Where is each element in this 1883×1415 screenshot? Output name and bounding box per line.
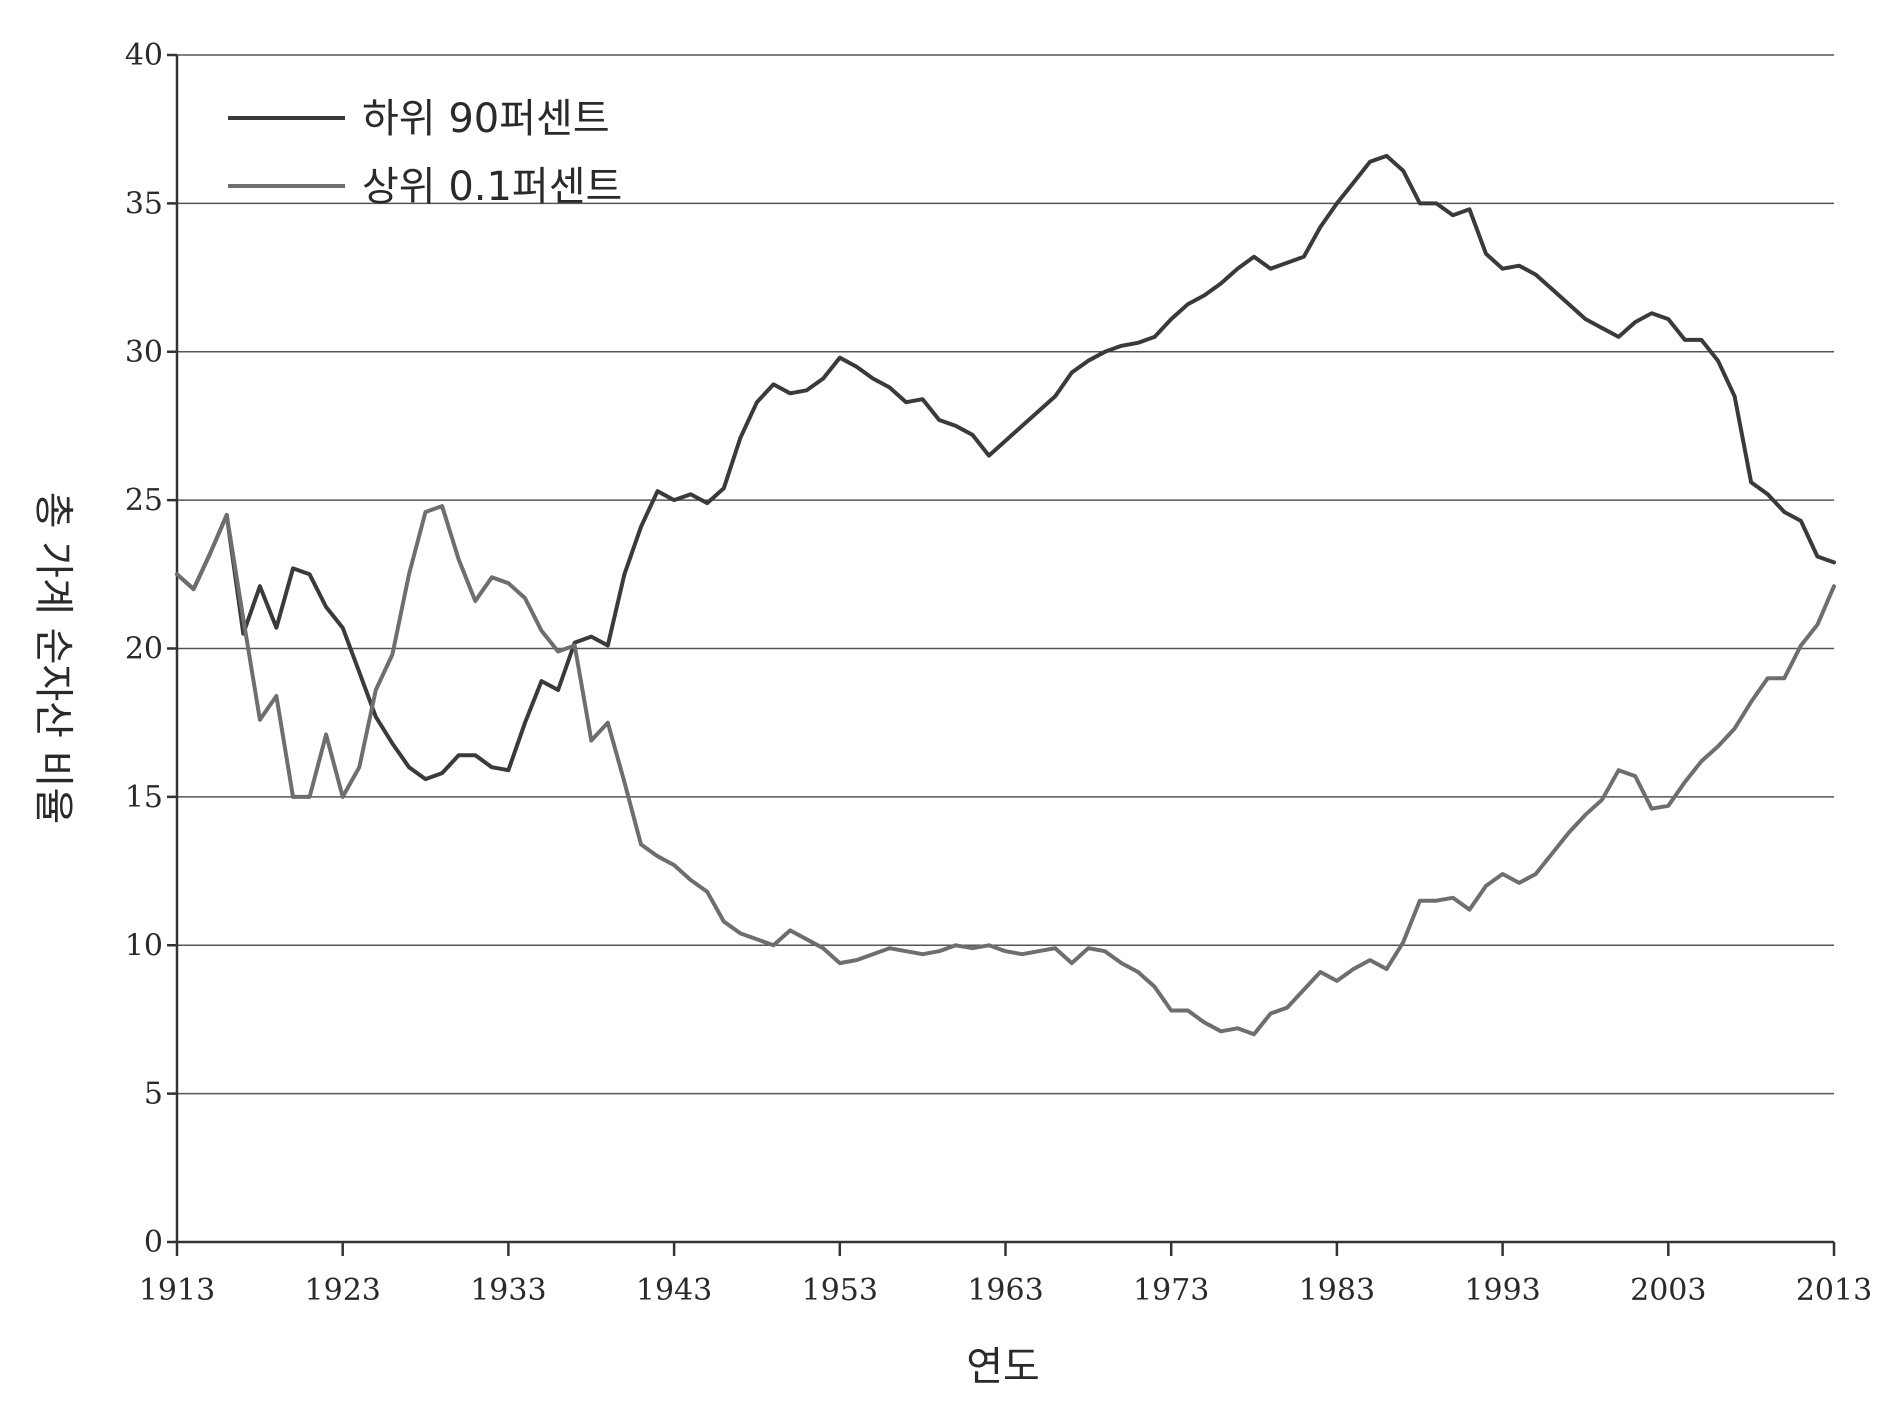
y-tick-label-20: 20 bbox=[125, 632, 163, 667]
x-tick-label-1923: 1923 bbox=[305, 1273, 381, 1308]
y-tick-label-10: 10 bbox=[125, 928, 163, 963]
x-tick-label-2003: 2003 bbox=[1630, 1273, 1706, 1308]
y-ticks: 0 5 10 15 20 25 30 35 40 bbox=[125, 38, 177, 1260]
y-tick-label-0: 0 bbox=[144, 1225, 163, 1260]
x-tick-label-1953: 1953 bbox=[802, 1273, 878, 1308]
series-line-top-0-1 bbox=[175, 504, 1836, 1037]
legend-label-top-0-1: 상위 0.1퍼센트 bbox=[362, 164, 622, 210]
x-tick-label-1993: 1993 bbox=[1464, 1273, 1540, 1308]
series-line-bottom-90 bbox=[175, 153, 1836, 782]
legend: 하위 90퍼센트 상위 0.1퍼센트 bbox=[228, 96, 622, 210]
x-tick-label-1973: 1973 bbox=[1133, 1273, 1209, 1308]
y-tick-label-30: 30 bbox=[125, 335, 163, 370]
x-tick-label-2013: 2013 bbox=[1796, 1273, 1872, 1308]
y-tick-label-15: 15 bbox=[125, 780, 163, 815]
grid-lines bbox=[177, 54, 1834, 1095]
x-ticks: 1913 1923 1933 1943 1953 1963 1973 1983 1993 2003… bbox=[139, 1242, 1872, 1308]
x-tick-label-1943: 1943 bbox=[636, 1273, 712, 1308]
y-tick-label-35: 35 bbox=[125, 186, 163, 221]
y-tick-label-5: 5 bbox=[144, 1077, 163, 1112]
y-tick-label-25: 25 bbox=[125, 483, 163, 518]
legend-label-bottom-90: 하위 90퍼센트 bbox=[362, 96, 610, 142]
y-tick-label-40: 40 bbox=[125, 38, 163, 73]
series-lines bbox=[175, 153, 1836, 1037]
x-axis-title: 연도 bbox=[966, 1344, 1040, 1390]
x-tick-label-1913: 1913 bbox=[139, 1273, 215, 1308]
y-axis-title: 총 가계 순자산 비율 bbox=[30, 492, 76, 825]
x-tick-label-1983: 1983 bbox=[1299, 1273, 1375, 1308]
x-tick-label-1963: 1963 bbox=[967, 1273, 1043, 1308]
x-tick-label-1933: 1933 bbox=[470, 1273, 546, 1308]
